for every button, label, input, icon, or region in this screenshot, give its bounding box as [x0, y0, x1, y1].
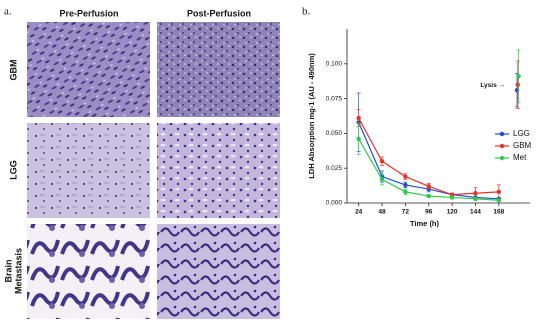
legend-label: GBM	[513, 141, 532, 150]
histology-image	[157, 224, 280, 319]
annotation: Lysis →	[480, 82, 505, 89]
lysis-point	[516, 74, 521, 79]
column-header: Pre-Perfusion	[59, 8, 118, 18]
y-tick-label: 0.050	[326, 130, 343, 137]
x-tick-label: 120	[447, 209, 458, 216]
x-tick-label: 144	[470, 209, 481, 216]
data-point	[496, 189, 502, 195]
data-point	[403, 189, 408, 195]
legend-label: Met	[513, 153, 527, 162]
row-label: LGG	[8, 160, 18, 180]
panel-label: b.	[302, 6, 311, 18]
column-header: Post-Perfusion	[187, 8, 251, 18]
data-point	[379, 159, 385, 164]
data-point	[379, 177, 385, 182]
data-point	[496, 198, 502, 203]
histology-image	[27, 123, 150, 218]
histology-image	[157, 123, 280, 218]
data-point	[473, 191, 478, 196]
legend-marker	[499, 155, 505, 161]
data-point	[449, 195, 455, 200]
x-tick-label: 24	[355, 209, 363, 216]
data-point	[426, 193, 431, 199]
row-label: Brain	[3, 259, 13, 282]
data-point	[356, 115, 361, 121]
data-point	[356, 136, 361, 142]
x-tick-label: 72	[402, 209, 410, 216]
x-tick-label: 168	[493, 209, 504, 216]
data-point	[426, 184, 431, 189]
histology-image	[27, 224, 150, 319]
x-tick-label: 96	[425, 209, 433, 216]
chart: 0.000 0.025 0.050 0.075 0.100 24 48 72 96 120 144 1…	[307, 29, 532, 228]
data-point	[403, 174, 408, 179]
y-axis-label: LDH Absorption mg-1 (AU - 490nm)	[307, 53, 316, 179]
row-label: GBM	[8, 60, 18, 81]
lysis-point	[515, 82, 520, 87]
legend-marker	[499, 143, 505, 149]
histology-image	[157, 22, 280, 117]
y-tick-label: 0.075	[326, 95, 343, 102]
data-point	[473, 196, 478, 202]
histology-image	[27, 22, 150, 117]
data-point	[403, 182, 408, 188]
x-tick-label: 48	[378, 209, 386, 216]
y-tick-label: 0.025	[326, 165, 343, 172]
x-axis-label: Time (h)	[410, 219, 440, 228]
legend-label: LGG	[513, 129, 530, 138]
y-tick-label: 0.100	[326, 61, 343, 68]
y-tick-label: 0.000	[326, 200, 343, 207]
legend-marker	[499, 131, 505, 137]
row-label: Metastasis	[13, 248, 23, 294]
panel-label: a.	[4, 6, 12, 18]
